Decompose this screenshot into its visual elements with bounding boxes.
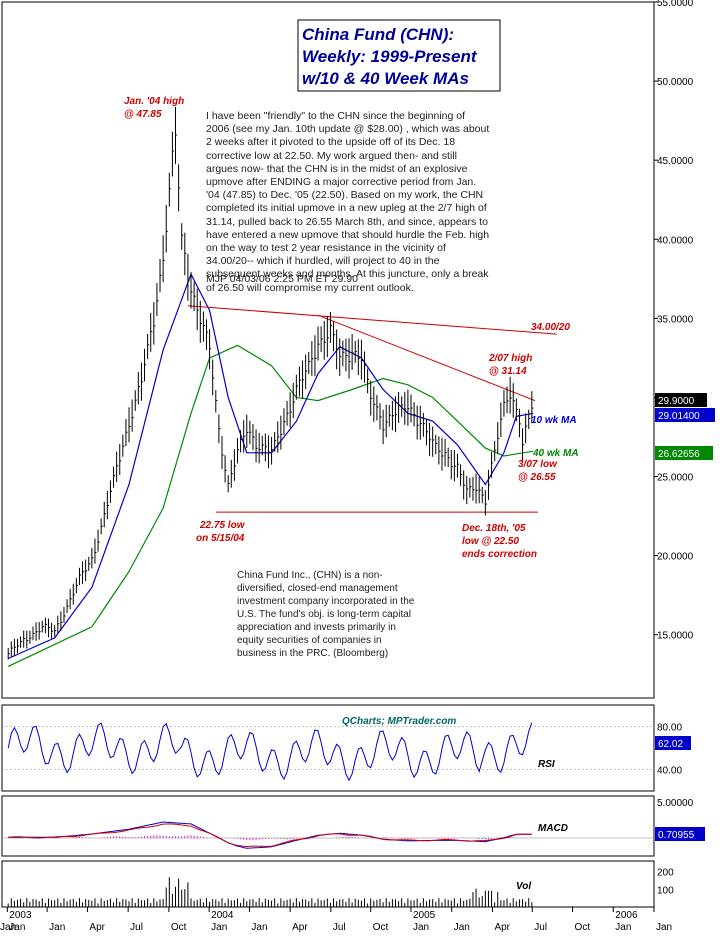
annotation-feb07-high: 2/07 high: [488, 353, 532, 364]
vol-label: Vol: [516, 881, 531, 892]
rsi-value: 62.02: [658, 739, 683, 750]
x-tick-label-8: Jul: [333, 922, 346, 933]
annotation-2004-low-date: on 5/15/04: [196, 533, 245, 544]
price-tick-label-1: 20.0000: [657, 552, 694, 563]
x-tick-label-7: Apr: [292, 922, 308, 933]
x-tick-label-14: Oct: [575, 922, 591, 933]
rsi-tick-label-0: 80.00: [657, 723, 682, 734]
main-panel-frame: [1, 1, 655, 699]
annotation-dec05-low-3: ends correction: [462, 549, 537, 560]
x-tick-label-11: Jan: [454, 922, 470, 933]
macd-value-box: [655, 827, 705, 841]
annotation-dec05-low-1: Dec. 18th, '05: [462, 523, 526, 534]
x-tick-label-6: Jan: [251, 922, 267, 933]
x-tick-label-0: 2003: [9, 910, 32, 921]
vol-panel-frame: [1, 860, 655, 908]
annotation-jan04-high: Jan. '04 high: [124, 96, 184, 107]
macd-value: 0.70955: [658, 830, 695, 841]
macd-panel-frame: [1, 795, 655, 857]
rsi-tick-label-1: 40.00: [657, 766, 682, 777]
last-price-value: 29.9000: [658, 396, 695, 407]
rsi-panel-frame: [1, 704, 655, 792]
ma40-label: 40 wk MA: [532, 448, 579, 459]
price-tick-label-5: 40.0000: [657, 235, 694, 246]
ma10-label: 10 wk MA: [531, 415, 577, 426]
fund-description: China Fund Inc., (CHN) is a non-diversif…: [237, 570, 415, 659]
x-tick-label-5: 2004: [211, 910, 234, 921]
x-tick-label-1: Jan: [49, 922, 65, 933]
vol-tick-label-1: 100: [657, 885, 674, 896]
price-tick-label-6: 45.0000: [657, 156, 694, 167]
credit-text: QCharts; MPTrader.com: [342, 716, 456, 727]
annotation-dec05-low-2: low @ 22.50: [462, 536, 519, 547]
title-box: [297, 19, 501, 92]
x-tick-label-2: Apr: [89, 922, 105, 933]
title-line-1: China Fund (CHN):: [302, 25, 454, 44]
ma40-line: [7, 344, 534, 667]
annotation-mar07-low-value: @ 26.55: [518, 472, 556, 483]
commentary-text: I have been "friendly" to the CHN since …: [206, 110, 490, 294]
price-tick-label-8: 55.0000: [657, 0, 694, 9]
rsi-value-box: [655, 736, 691, 750]
x-tick-jan-20: Jan: [0, 922, 16, 933]
x-tick-jan-15: Jan: [615, 922, 631, 933]
price-tick-label-2: 25.0000: [657, 473, 694, 484]
price-tick-label-4: 35.0000: [657, 314, 694, 325]
x-tick-label-4: Oct: [171, 922, 187, 933]
macd-label: MACD: [538, 823, 568, 834]
ma40-value: 26.62656: [658, 449, 700, 460]
rsi-label: RSI: [538, 759, 555, 770]
price-tick-label-0: 15.0000: [657, 631, 694, 642]
price-bars: [7, 106, 534, 660]
x-tick-label-16: Jan: [656, 922, 672, 933]
ma40-value-box: [655, 446, 713, 460]
annotation-mar07-low: 3/07 low: [518, 459, 558, 470]
annotation-resistance: 34.00/20: [531, 322, 570, 333]
title-line-2: Weekly: 1999-Present: [302, 47, 478, 66]
x-tick-jan-5: Jan: [211, 922, 227, 933]
trendline-1: [317, 314, 536, 402]
vol-tick-label-0: 200: [657, 868, 674, 879]
ma10-value-box: [655, 408, 715, 422]
x-tick-label-13: Jul: [534, 922, 547, 933]
x-tick-jan-0: Jan: [9, 922, 25, 933]
trendline-0: [187, 305, 557, 335]
macd-tick-label-0: 5.00000: [657, 798, 694, 809]
price-tick-label-7: 50.0000: [657, 77, 694, 88]
last-price-box: [655, 393, 707, 407]
x-tick-label-15: 2006: [615, 910, 638, 921]
x-tick-jan-10: Jan: [413, 922, 429, 933]
annotation-2004-low: 22.75 low: [199, 520, 246, 531]
x-tick-label-10: 2005: [413, 910, 436, 921]
annotation-jan04-high-value: @ 47.85: [124, 109, 162, 120]
commentary-signature: MJP 04/03/06 2:25 PM ET 29.90: [206, 273, 358, 285]
x-tick-label-12: Apr: [494, 922, 510, 933]
x-tick-label-9: Oct: [373, 922, 389, 933]
annotation-feb07-high-value: @ 31.14: [489, 366, 527, 377]
title-line-3: w/10 & 40 Week MAs: [302, 69, 469, 88]
ma10-value: 29.01400: [658, 411, 700, 422]
macd-signal-line: [8, 823, 532, 848]
x-tick-label-3: Jul: [130, 922, 143, 933]
ma10-line: [7, 272, 534, 660]
rsi-line: [7, 722, 533, 782]
